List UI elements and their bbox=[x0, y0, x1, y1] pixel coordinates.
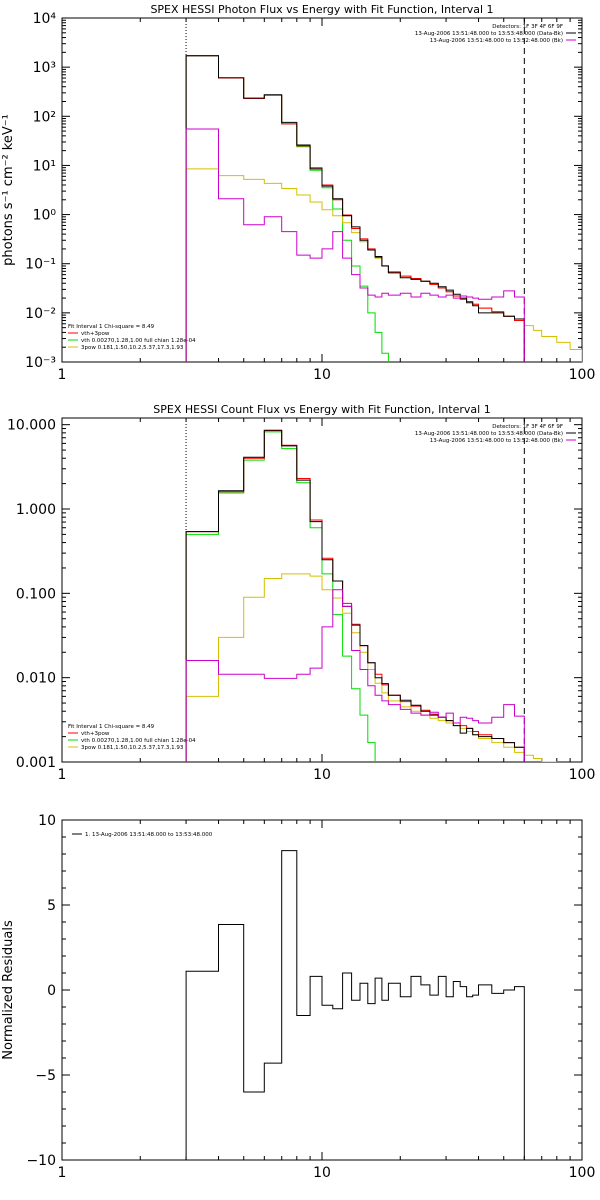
legend-entry: vth+3pow bbox=[81, 731, 110, 737]
legend-entry: 13-Aug-2006 13:51:48.000 to 13:53:48.000… bbox=[415, 31, 563, 37]
x-tick-label: 1 bbox=[58, 767, 67, 783]
x-tick-label: 1 bbox=[58, 367, 67, 383]
x-tick-label: 100 bbox=[569, 367, 596, 383]
y-tick-label: 0.010 bbox=[16, 671, 56, 687]
y-tick-label: 10³ bbox=[33, 60, 56, 76]
series-bk bbox=[185, 589, 525, 762]
x-tick-label: 10 bbox=[313, 767, 331, 783]
legend-entry: vth 0.00270,1.28,1.00 full chian 1.28e-0… bbox=[81, 338, 196, 344]
y-tick-label: 10⁻¹ bbox=[25, 257, 56, 273]
legend-entry: 13-Aug-2006 13:51:48.000 to 13:52:48.000… bbox=[430, 38, 563, 44]
legend-heading: Detectors: 1F 3F 4F 6F 9F bbox=[492, 424, 563, 430]
y-axis-label: Normalized Residuals bbox=[1, 920, 16, 1060]
series-model bbox=[185, 430, 525, 762]
legend-entry: 1. 13-Aug-2006 13:51:48.000 to 13:53:48.… bbox=[85, 832, 213, 838]
legend-entry: 3pow 0.181,1.50,10.2,5.37,17.3,1.93 bbox=[81, 745, 184, 751]
y-tick-label: 5 bbox=[47, 898, 56, 914]
legend-entry: vth 0.00270,1.28,1.00 full chian 1.28e-0… bbox=[81, 738, 196, 744]
legend-heading: Fit Interval 1 Chi-square = 8.49 bbox=[68, 324, 155, 330]
x-tick-label: 100 bbox=[569, 767, 596, 783]
series-pow bbox=[185, 573, 558, 762]
series-model bbox=[185, 55, 525, 362]
y-tick-label: 10⁴ bbox=[33, 11, 57, 27]
x-tick-label: 10 bbox=[313, 1165, 331, 1181]
y-tick-label: 10¹ bbox=[33, 158, 56, 174]
chart-title: SPEX HESSI Photon Flux vs Energy with Fi… bbox=[150, 3, 493, 16]
y-tick-label: 10⁰ bbox=[33, 208, 57, 224]
chart-title: SPEX HESSI Count Flux vs Energy with Fit… bbox=[153, 403, 490, 416]
chart-1: SPEX HESSI Photon Flux vs Energy with Fi… bbox=[1, 3, 595, 383]
series-group bbox=[185, 850, 525, 1160]
legend-entry: 3pow 0.181,1.50,10.2,5.37,17.3,1.93 bbox=[81, 345, 184, 351]
legend-entry: 13-Aug-2006 13:51:48.000 to 13:53:48.000… bbox=[415, 431, 563, 437]
y-tick-label: 10.000 bbox=[7, 418, 56, 434]
legend-heading: Detectors: 1F 3F 4F 6F 9F bbox=[492, 24, 563, 30]
plot-frame bbox=[61, 17, 583, 363]
y-tick-label: 10⁻³ bbox=[25, 355, 56, 371]
series-total bbox=[185, 55, 525, 362]
series-group bbox=[185, 55, 582, 362]
y-tick-label: −10 bbox=[26, 1153, 56, 1169]
series-bk bbox=[185, 128, 525, 362]
x-tick-label: 100 bbox=[569, 1165, 596, 1181]
legend-entry: 13-Aug-2006 13:51:48.000 to 13:52:48.000… bbox=[430, 438, 563, 444]
chart-3: 1 10 100 −10 −5 0 5 10 Normalized Residuals 1. 13… bbox=[1, 813, 595, 1181]
series-vth bbox=[185, 431, 376, 762]
legend-entry: vth+3pow bbox=[81, 331, 110, 337]
x-tick-label: 10 bbox=[313, 367, 331, 383]
y-tick-label: 10⁻² bbox=[25, 306, 56, 322]
y-tick-label: 10² bbox=[33, 109, 56, 125]
y-axis-label: photons s⁻¹ cm⁻² keV⁻¹ bbox=[1, 114, 16, 266]
series-total bbox=[185, 850, 525, 1160]
y-tick-label: −5 bbox=[35, 1068, 56, 1084]
y-tick-label: 0.100 bbox=[16, 586, 56, 602]
y-tick-label: 10 bbox=[38, 813, 56, 829]
y-tick-label: 0.001 bbox=[16, 755, 56, 771]
series-group bbox=[185, 429, 558, 762]
x-tick-label: 1 bbox=[58, 1165, 67, 1181]
series-vth bbox=[185, 55, 389, 362]
y-tick-label: 0 bbox=[47, 983, 56, 999]
series-total bbox=[185, 429, 525, 762]
chart-2: SPEX HESSI Count Flux vs Energy with Fit… bbox=[7, 403, 595, 783]
y-tick-label: 1.000 bbox=[16, 502, 56, 518]
legend-heading: Fit Interval 1 Chi-square = 8.49 bbox=[68, 724, 155, 730]
